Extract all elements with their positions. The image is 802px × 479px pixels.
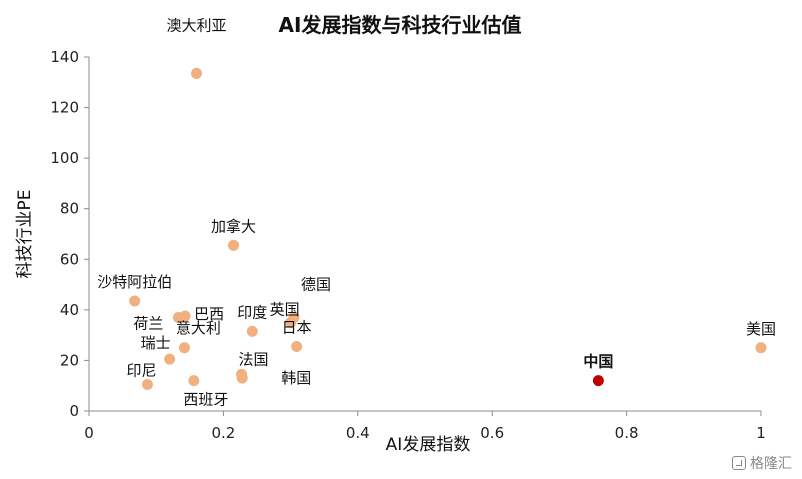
watermark-logo-icon: [732, 456, 746, 470]
data-points: [129, 67, 767, 390]
point-加拿大: [227, 239, 239, 251]
point-日本: [291, 341, 303, 353]
x-tick-label: 0.4: [346, 424, 370, 442]
point-巴西: [179, 310, 191, 322]
point-label-印尼: 印尼: [126, 361, 156, 379]
point-label-意大利: 意大利: [176, 319, 221, 337]
y-tick-label: 120: [50, 99, 79, 117]
point-label-巴西: 巴西: [194, 305, 224, 323]
point-label-印度: 印度: [237, 303, 267, 321]
point-label-日本: 日本: [282, 319, 312, 337]
y-tick-label: 20: [60, 351, 79, 369]
point-label-德国: 德国: [301, 275, 331, 293]
x-tick-label: 0: [84, 424, 94, 442]
point-意大利: [178, 342, 190, 354]
chart-title: AI发展指数与科技行业估值: [279, 13, 522, 37]
point-label-英国: 英国: [270, 301, 300, 319]
point-瑞士: [164, 353, 176, 365]
watermark: 格隆汇: [732, 453, 792, 473]
point-label-沙特阿拉伯: 沙特阿拉伯: [97, 273, 172, 291]
x-tick-label: 1: [756, 424, 766, 442]
point-label-澳大利亚: 澳大利亚: [167, 16, 227, 34]
y-tick-label: 140: [50, 48, 79, 66]
watermark-text: 格隆汇: [750, 456, 792, 472]
point-韩国: [236, 372, 248, 384]
y-tick-label: 40: [60, 301, 79, 319]
point-澳大利亚: [191, 67, 203, 79]
y-axis-label: 科技行业PE: [15, 190, 35, 279]
point-西班牙: [188, 375, 200, 387]
y-tick-label: 100: [50, 149, 79, 167]
y-tick-label: 0: [69, 402, 79, 420]
point-label-美国: 美国: [746, 320, 776, 338]
axes: 0 20 40 60 80 100 120 140 0 0.2 0.4 0.6 0.8 1: [50, 48, 765, 442]
y-tick-label: 80: [60, 200, 79, 218]
x-tick-label: 0.6: [480, 424, 504, 442]
point-label-加拿大: 加拿大: [211, 217, 256, 235]
point-印尼: [141, 378, 153, 390]
point-label-荷兰: 荷兰: [133, 314, 163, 332]
point-label-法国: 法国: [239, 350, 269, 368]
y-tick-label: 60: [60, 250, 79, 268]
point-中国: [592, 375, 604, 387]
x-tick-label: 0.2: [211, 424, 235, 442]
point-德国: [288, 311, 300, 323]
x-axis-label: AI发展指数: [386, 435, 471, 455]
point-label-中国: 中国: [583, 353, 613, 371]
point-label-韩国: 韩国: [281, 369, 311, 387]
point-美国: [755, 342, 767, 354]
point-沙特阿拉伯: [129, 295, 141, 307]
point-印度: [246, 325, 258, 337]
point-label-西班牙: 西班牙: [183, 391, 228, 409]
x-tick-label: 0.8: [615, 424, 639, 442]
point-label-瑞士: 瑞士: [141, 334, 171, 352]
